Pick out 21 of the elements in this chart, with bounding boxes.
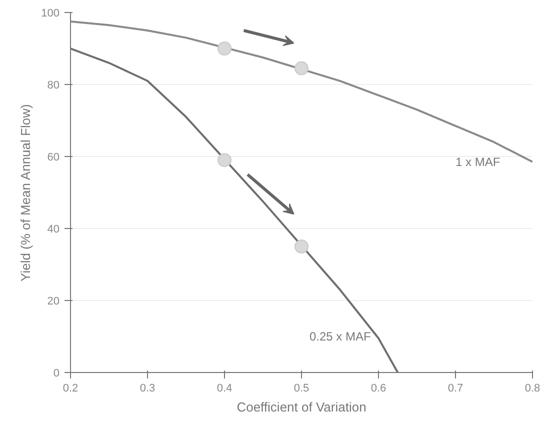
x-tick-label: 0.3 <box>140 382 156 394</box>
x-tick-label: 0.8 <box>524 382 540 394</box>
point <box>294 240 308 254</box>
point <box>294 61 308 76</box>
y-tick-label: 80 <box>47 80 60 92</box>
series-label: 1 x MAF <box>456 155 500 170</box>
y-axis-title: Yield (% of Mean Annual Flow) <box>18 104 34 282</box>
x-tick-label: 0.7 <box>448 382 464 394</box>
y-tick-label: 0 <box>53 368 60 380</box>
x-tick-label: 0.4 <box>216 382 232 394</box>
x-axis-title: Coefficient of Variation <box>236 400 366 414</box>
y-tick-label: 100 <box>41 8 60 20</box>
series-label: 0.25 x MAF <box>309 330 371 344</box>
point <box>218 153 232 168</box>
y-tick-label: 40 <box>47 224 60 236</box>
point <box>218 42 232 56</box>
y-tick-label: 20 <box>47 296 60 308</box>
x-tick-label: 0.5 <box>294 382 310 394</box>
y-tick-label: 60 <box>47 152 60 164</box>
x-tick-label: 0.6 <box>370 382 386 394</box>
x-tick-label: 0.2 <box>62 382 78 394</box>
